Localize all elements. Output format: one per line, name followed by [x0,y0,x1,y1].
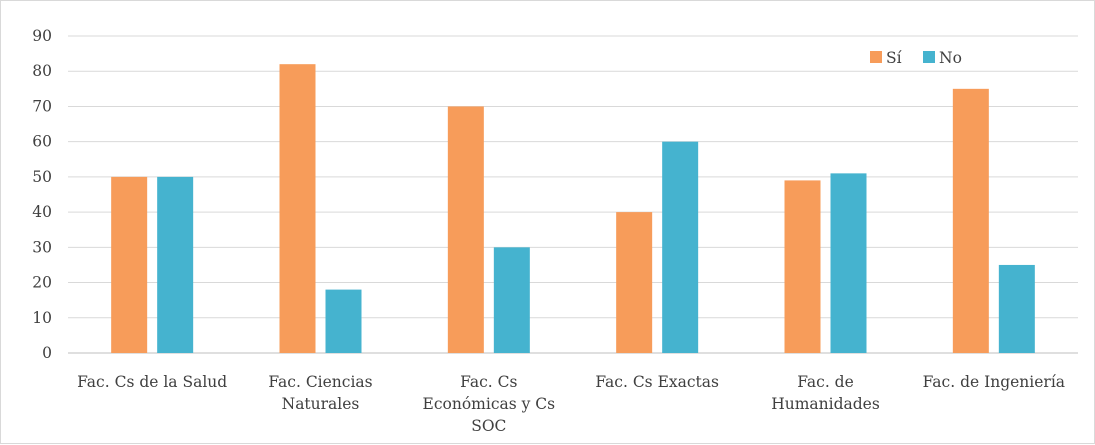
gridlines [68,35,1078,354]
x-category-label-line: SOC [471,417,506,435]
y-tick-label: 70 [32,97,52,115]
bars [111,64,1035,353]
bar-si-0 [111,176,148,353]
y-tick-label: 80 [32,62,52,80]
y-tick-label: 30 [32,238,52,256]
y-tick-label: 50 [32,168,52,186]
y-tick-label: 40 [32,203,52,221]
legend-label-si: Sí [886,49,903,67]
y-tick-label: 0 [42,344,52,362]
x-category-label-line: Naturales [282,395,360,413]
x-category-label-line: Humanidades [771,395,880,413]
legend-swatch-no [923,51,935,63]
x-category-label-line: Fac. de Ingeniería [923,373,1065,391]
y-tick-label: 90 [32,27,52,45]
y-tick-label: 20 [32,274,52,292]
bar-si-1 [279,64,316,353]
bar-no-2 [493,247,530,353]
bar-si-2 [447,106,484,353]
bar-si-4 [784,180,821,353]
x-axis: Fac. Cs de la Salud Fac. Ciencias Naturale… [77,373,1065,435]
x-category-label: Fac. de Humanidades [771,373,880,413]
y-tick-label: 10 [32,309,52,327]
bar-si-5 [952,88,989,353]
x-category-label: Fac. Cs Económicas y Cs SOC [423,373,556,435]
x-category-label-line: Fac. Ciencias [268,373,372,391]
bar-no-5 [998,264,1035,353]
x-category-label-line: Fac. Cs Exactas [595,373,719,391]
x-category-label: Fac. de Ingeniería [923,373,1065,391]
x-category-label: Fac. Cs Exactas [595,373,719,391]
bar-no-1 [325,289,362,353]
x-category-label-line: Económicas y Cs [423,395,556,413]
legend: Sí No [870,49,962,67]
x-category-label-line: Fac. de [797,373,854,391]
bar-no-3 [662,141,699,353]
x-category-label-line: Fac. Cs de la Salud [77,373,227,391]
x-category-label-line: Fac. Cs [460,373,517,391]
bar-no-4 [830,173,867,353]
bar-no-0 [157,176,194,353]
x-category-label: Fac. Ciencias Naturales [268,373,372,413]
y-axis: 0 10 20 30 40 50 60 70 80 90 [32,27,52,362]
y-tick-label: 60 [32,133,52,151]
x-category-label: Fac. Cs de la Salud [77,373,227,391]
legend-label-no: No [939,49,962,67]
bar-si-3 [616,212,653,353]
legend-swatch-si [870,51,882,63]
